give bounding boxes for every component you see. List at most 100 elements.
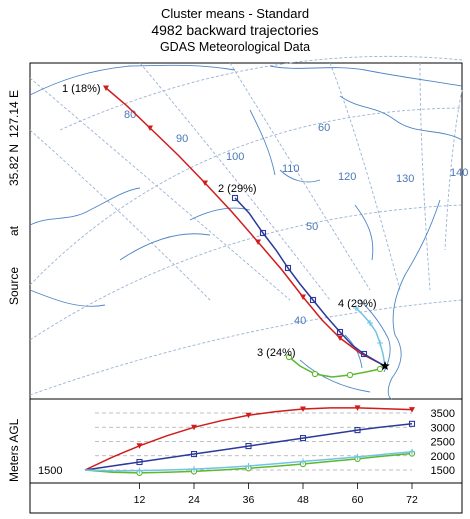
- coastline-path: [339, 95, 463, 141]
- profile-point: [409, 407, 415, 413]
- profile-point: [408, 420, 416, 427]
- parallel-label: 40: [294, 315, 306, 327]
- profile-point: [245, 463, 252, 470]
- profile-point: [136, 443, 143, 449]
- trajectory-marker: [300, 294, 306, 300]
- cluster-label-2: 2 (29%): [218, 183, 257, 195]
- profile-point: [354, 405, 361, 411]
- meridian-label: 100: [226, 151, 244, 163]
- trajectory-marker: [311, 370, 319, 378]
- trajectory-marker: [377, 340, 383, 346]
- coastline-path: [249, 109, 276, 176]
- meridian-label: 120: [338, 171, 356, 183]
- cluster-label-1: 1 (18%): [62, 83, 101, 95]
- profile-point: [190, 450, 198, 458]
- height-profile: 3500 3000 2500 2000 1500 1500 12 24 36 48 60 72: [38, 405, 455, 506]
- trajectory-cluster-3: 3 (24%): [257, 347, 386, 379]
- profile-y-tick: 3000: [431, 422, 455, 434]
- profile-point: [409, 448, 415, 455]
- coastline-path: [269, 65, 463, 87]
- coastline-path: [392, 199, 441, 336]
- trajectories: 1 (18%) 2 (29%) 3 (24%) 4 (29%): [62, 83, 390, 379]
- profile-series-1: [84, 405, 415, 471]
- coastline-path: [29, 187, 141, 226]
- meridian-label: 110: [282, 163, 300, 175]
- parallel-line: [59, 55, 463, 131]
- profile-point: [191, 424, 197, 431]
- trajectory-line: [234, 197, 386, 367]
- meridian-label: 130: [396, 173, 414, 185]
- x-tick-label: 48: [297, 494, 309, 506]
- trajectory-marker: [255, 239, 261, 245]
- trajectory-marker: [360, 350, 368, 358]
- x-tick-label: 72: [406, 494, 418, 506]
- trajectory-marker: [346, 371, 354, 379]
- coastline-path: [119, 233, 211, 261]
- profile-point: [136, 467, 143, 474]
- x-tick-label: 24: [188, 494, 200, 506]
- meridian-label: 80: [124, 109, 136, 121]
- profile-series-4: [84, 448, 415, 474]
- coastline-path: [29, 289, 106, 307]
- profile-point: [300, 458, 306, 465]
- profile-series-2: [84, 420, 416, 471]
- parallel-line: [29, 204, 463, 341]
- source-star-icon: [380, 361, 390, 371]
- parallel-line: [29, 107, 463, 286]
- trajectory-marker: [231, 194, 239, 202]
- coastline-path: [29, 64, 236, 96]
- profile-y-tick: 3500: [431, 408, 455, 420]
- parallel-label: 60: [318, 122, 330, 134]
- graticule: [29, 55, 463, 396]
- profile-point: [300, 406, 306, 413]
- trajectory-marker: [376, 365, 384, 373]
- meridian-line: [444, 89, 463, 251]
- profile-y-tick: 1500: [431, 465, 455, 477]
- trajectory-marker: [367, 320, 373, 326]
- meridian-line: [329, 62, 401, 291]
- title-line-3: GDAS Meteorological Data: [159, 40, 311, 54]
- trajectory-marker: [309, 296, 317, 304]
- trajectory-cluster-2: 2 (29%): [218, 183, 386, 367]
- profile-start-label: 1500: [38, 465, 62, 477]
- profile-point: [245, 443, 252, 450]
- profile-series-line: [84, 423, 413, 471]
- profile-point: [299, 435, 307, 442]
- meridian-line: [29, 77, 291, 301]
- trajectory-line: [355, 307, 386, 367]
- coastline-path: [387, 334, 402, 400]
- coastline-path: [299, 359, 371, 393]
- trajectory-marker: [284, 264, 292, 272]
- trajectory-marker: [103, 85, 109, 91]
- coastline-path: [279, 169, 321, 183]
- cluster-label-3: 3 (24%): [257, 347, 296, 359]
- meridian-line: [29, 129, 211, 301]
- trajectory-marker: [202, 180, 208, 186]
- profile-y-tick: 2000: [431, 451, 455, 463]
- graticule-labels: 80 90 100 110 120 130 140 60 50 40: [124, 109, 468, 327]
- parallel-line: [29, 299, 463, 396]
- x-tick-label: 12: [134, 494, 146, 506]
- trajectory-line: [288, 356, 386, 378]
- title-line-1: Cluster means - Standard: [160, 6, 310, 21]
- trajectory-marker: [353, 305, 359, 311]
- profile-point: [354, 453, 361, 460]
- trajectory-marker: [336, 328, 344, 336]
- trajectory-marker: [337, 335, 343, 341]
- map-frame: [29, 62, 463, 400]
- trajectory-line: [105, 87, 386, 367]
- coastlines: [29, 64, 463, 400]
- x-tick-label: 60: [352, 494, 364, 506]
- axis-frame: [29, 482, 463, 514]
- profile-point: [191, 466, 197, 473]
- profile-point: [354, 427, 361, 434]
- coastline-path: [189, 207, 251, 221]
- meridian-line: [419, 62, 431, 291]
- parallel-label: 50: [306, 221, 318, 233]
- x-tick-label: 36: [243, 494, 255, 506]
- trajectory-marker: [259, 229, 267, 237]
- profile-y-tick: 2500: [431, 437, 455, 449]
- trajectory-cluster-1: 1 (18%): [62, 83, 386, 367]
- cluster-label-4: 4 (29%): [338, 298, 377, 310]
